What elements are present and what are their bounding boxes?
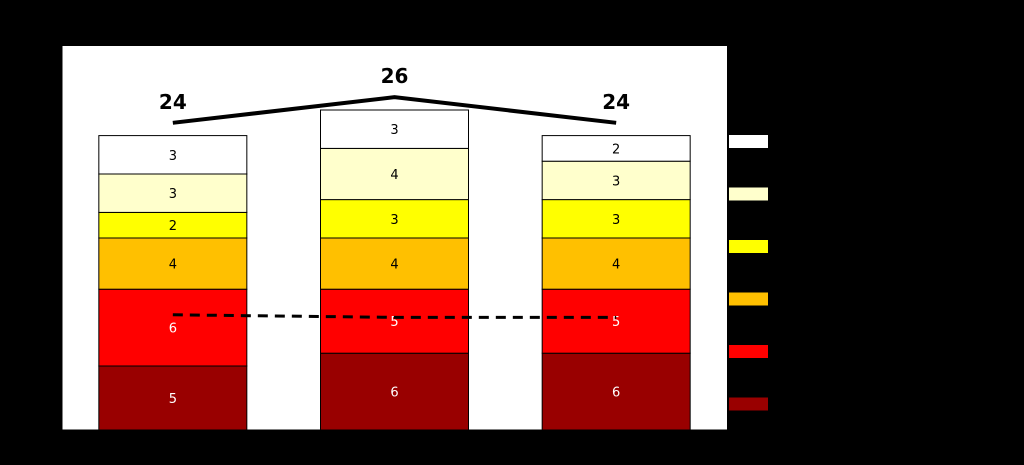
- legend-swatch: [729, 292, 768, 306]
- segment-value-label: 2: [612, 142, 620, 157]
- total-line: [172, 95, 617, 125]
- bar-segment-0-3: [98, 211, 248, 239]
- segment-value-label: 3: [390, 123, 398, 138]
- segment-value-label: 5: [169, 392, 177, 407]
- total-value-label: 24: [602, 90, 630, 114]
- segment-value-label: 6: [169, 322, 177, 337]
- segment-value-label: 4: [169, 258, 177, 273]
- bar-segment-0-0: [98, 365, 248, 431]
- bar-segment-0-4: [98, 173, 248, 213]
- legend-swatch: [729, 345, 768, 358]
- total-value-label: 26: [381, 64, 409, 88]
- bar-segment-1-4: [320, 147, 469, 201]
- legend: [729, 135, 768, 411]
- dashed-line: [172, 313, 617, 319]
- segment-value-label: 5: [390, 315, 398, 330]
- bar-segment-2-3: [541, 199, 691, 239]
- bar-segment-1-5: [320, 109, 469, 149]
- legend-swatch: [729, 397, 768, 411]
- legend-swatch: [729, 135, 768, 148]
- legend-swatch: [729, 240, 768, 253]
- bars-layer: [98, 109, 691, 431]
- segment-value-label: 4: [390, 168, 398, 183]
- segment-labels-layer: 5 6 4 2 3 3 6 5 4 3 4 3 6 5 4 3 3 2: [169, 123, 621, 407]
- bar-segment-0-2: [98, 237, 248, 290]
- bar-segment-2-1: [541, 288, 691, 354]
- lines-layer: [172, 95, 617, 319]
- bar-segment-2-5: [541, 135, 691, 162]
- segment-value-label: 4: [390, 258, 398, 273]
- segment-value-label: 6: [612, 386, 620, 401]
- segment-value-label: 3: [390, 213, 398, 228]
- bar-segment-1-2: [320, 237, 469, 290]
- segment-value-label: 3: [169, 149, 177, 164]
- axes-layer: [57, 45, 728, 435]
- segment-value-label: 5: [612, 315, 620, 330]
- segment-value-label: 3: [169, 187, 177, 202]
- bar-segment-2-4: [541, 160, 691, 201]
- segment-value-label: 2: [169, 219, 177, 234]
- legend-swatch: [729, 187, 768, 201]
- bar-segment-1-0: [320, 352, 469, 431]
- bar-segment-0-5: [98, 135, 248, 175]
- segment-value-label: 4: [612, 258, 620, 273]
- segment-value-label: 6: [390, 386, 398, 401]
- total-value-label: 24: [159, 90, 187, 114]
- bar-segment-2-2: [541, 237, 691, 290]
- total-labels-layer: 24 26 24: [159, 64, 630, 114]
- bar-segment-2-0: [541, 352, 691, 431]
- segment-value-label: 3: [612, 213, 620, 228]
- bar-segment-1-1: [320, 288, 469, 354]
- segment-value-label: 3: [612, 174, 620, 189]
